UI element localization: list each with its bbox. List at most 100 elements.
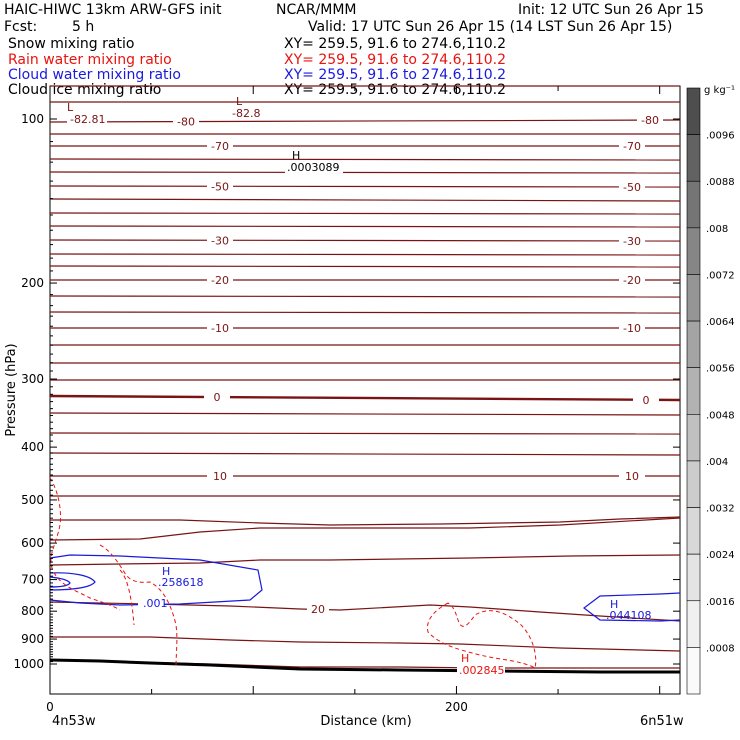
low-value-a: -82.81 <box>70 113 105 126</box>
isotherm-label: -10 <box>211 322 229 335</box>
y-tick-label: 700 <box>21 573 44 587</box>
y-tick-label: 300 <box>21 372 44 386</box>
y-tick-label: 600 <box>21 536 44 550</box>
left-endpoint-label: 4n53w <box>52 714 96 729</box>
ice-high-value: .0003089 <box>287 161 340 174</box>
isotherm-label: 0 <box>643 394 650 407</box>
isotherm-line <box>50 516 681 526</box>
isotherm-label: -50 <box>211 180 229 193</box>
colorbar: .0008 .0016 .0024 .0032 .004 .0048 .0056 .0064.… <box>686 87 735 695</box>
isotherm-20-label: 20 <box>307 603 329 616</box>
label-background <box>619 274 645 286</box>
extrema-labels: L -82.81 L -82.8 H .0003089 H .258618 .0… <box>67 95 652 677</box>
isotherm-line <box>49 119 681 123</box>
label-background <box>619 140 645 152</box>
colorbar-swatch <box>686 320 701 368</box>
isotherm-line <box>49 295 681 298</box>
colorbar-tick-label: .0088 <box>706 177 735 188</box>
isotherm-label: 10 <box>625 470 639 483</box>
cloud-water-region-left <box>49 554 263 606</box>
isotherm-label: -30 <box>211 234 229 247</box>
isotherm-line <box>49 253 681 256</box>
isotherm-label: -20 <box>623 274 641 287</box>
colorbar-swatch <box>686 647 701 695</box>
cloud-water-contours <box>49 554 681 622</box>
colorbar-tick-label: .0064 <box>706 317 735 328</box>
isotherm-line <box>49 432 681 435</box>
label-background <box>204 391 230 404</box>
isotherm-line <box>49 198 681 202</box>
isotherm-label: -30 <box>623 235 641 248</box>
terrain-line <box>49 658 680 674</box>
field-xy-cloud-ice: XY= 259.5, 91.6 to 274.6,110.2 <box>284 82 506 98</box>
isotherm-label: -70 <box>211 140 229 153</box>
field-name-snow: Snow mixing ratio <box>8 36 134 52</box>
isotherm-line <box>49 265 681 268</box>
label-background <box>633 393 659 406</box>
right-endpoint-label: 6n51w <box>640 714 684 729</box>
cloud-water-contour-label: .001 <box>143 597 168 610</box>
label-background <box>207 322 233 334</box>
field-name-cloud-water: Cloud water mixing ratio <box>8 67 181 83</box>
field-name-cloud-ice: Cloud ice mixing ratio <box>8 82 161 98</box>
label-background <box>619 234 645 247</box>
colorbar-swatch <box>686 507 701 555</box>
isotherm-line <box>49 412 681 416</box>
rain-high-value: .002845 <box>459 664 505 677</box>
isotherm-line <box>49 517 681 541</box>
label-background <box>307 603 329 616</box>
low-marker: L <box>236 95 243 108</box>
isotherm-label: 20 <box>311 603 325 616</box>
isotherm-label: -80 <box>177 116 195 129</box>
isotherm-line <box>49 239 681 242</box>
y-tick-label: 500 <box>21 493 44 507</box>
isotherm-line <box>50 636 681 652</box>
colorbar-swatch <box>686 414 701 462</box>
colorbar-tick-label: .0016 <box>706 597 735 608</box>
valid-time: Valid: 17 UTC Sun 26 Apr 15 (14 LST Sun … <box>308 19 672 35</box>
colorbar-unit: g kg⁻¹ <box>704 85 735 96</box>
rain-water-contours <box>49 477 537 669</box>
x-tick-label: 0 <box>46 700 54 714</box>
isotherm-label: -20 <box>211 274 229 287</box>
colorbar-swatch <box>686 180 701 229</box>
colorbar-swatch <box>686 600 701 648</box>
colorbar-swatch <box>686 553 701 602</box>
figure-org: NCAR/MMM <box>276 2 357 18</box>
rain-contour-right <box>426 602 537 669</box>
colorbar-swatch <box>686 274 701 322</box>
isotherm-label: -10 <box>623 322 641 335</box>
isotherm-line <box>49 601 681 622</box>
colorbar-tick-label: .0056 <box>706 364 735 375</box>
isotherm-line <box>49 452 681 456</box>
label-background <box>173 115 199 128</box>
high-marker: H <box>162 565 170 578</box>
y-tick-label: 1000 <box>13 657 44 671</box>
forecast-label: Fcst: <box>4 19 37 35</box>
colorbar-tick-label: .0096 <box>706 131 735 142</box>
figure-title: HAIC-HIWC 13km ARW-GFS init <box>4 2 222 18</box>
label-background <box>67 113 107 125</box>
label-background <box>207 470 233 482</box>
low-marker: L <box>67 101 74 114</box>
label-background <box>207 180 233 193</box>
colorbar-swatch <box>686 227 701 275</box>
colorbar-swatch <box>686 460 701 508</box>
isotherm-label: 0 <box>214 391 221 404</box>
isotherm-line <box>49 225 681 228</box>
high-marker: H <box>610 598 618 611</box>
cloud-water-inner-a <box>49 572 96 591</box>
cloud-water-high-left: .258618 <box>158 576 204 589</box>
y-axis-title: Pressure (hPa) <box>4 343 19 436</box>
isotherm-label: 10 <box>213 470 227 483</box>
isotherm-line <box>49 212 681 215</box>
label-background <box>619 470 645 482</box>
colorbar-tick-label: .0048 <box>706 410 735 421</box>
colorbar-tick-label: .0072 <box>706 270 735 281</box>
temperature-contours: -80 -80-70 -70-50 -50-30 -30-20 -20-10 -100 010… <box>49 85 681 497</box>
label-background <box>457 664 505 676</box>
y-tick-label: 400 <box>21 440 44 454</box>
colorbar-tick-label: .0008 <box>706 643 735 654</box>
cloud-water-region-right <box>583 592 681 622</box>
